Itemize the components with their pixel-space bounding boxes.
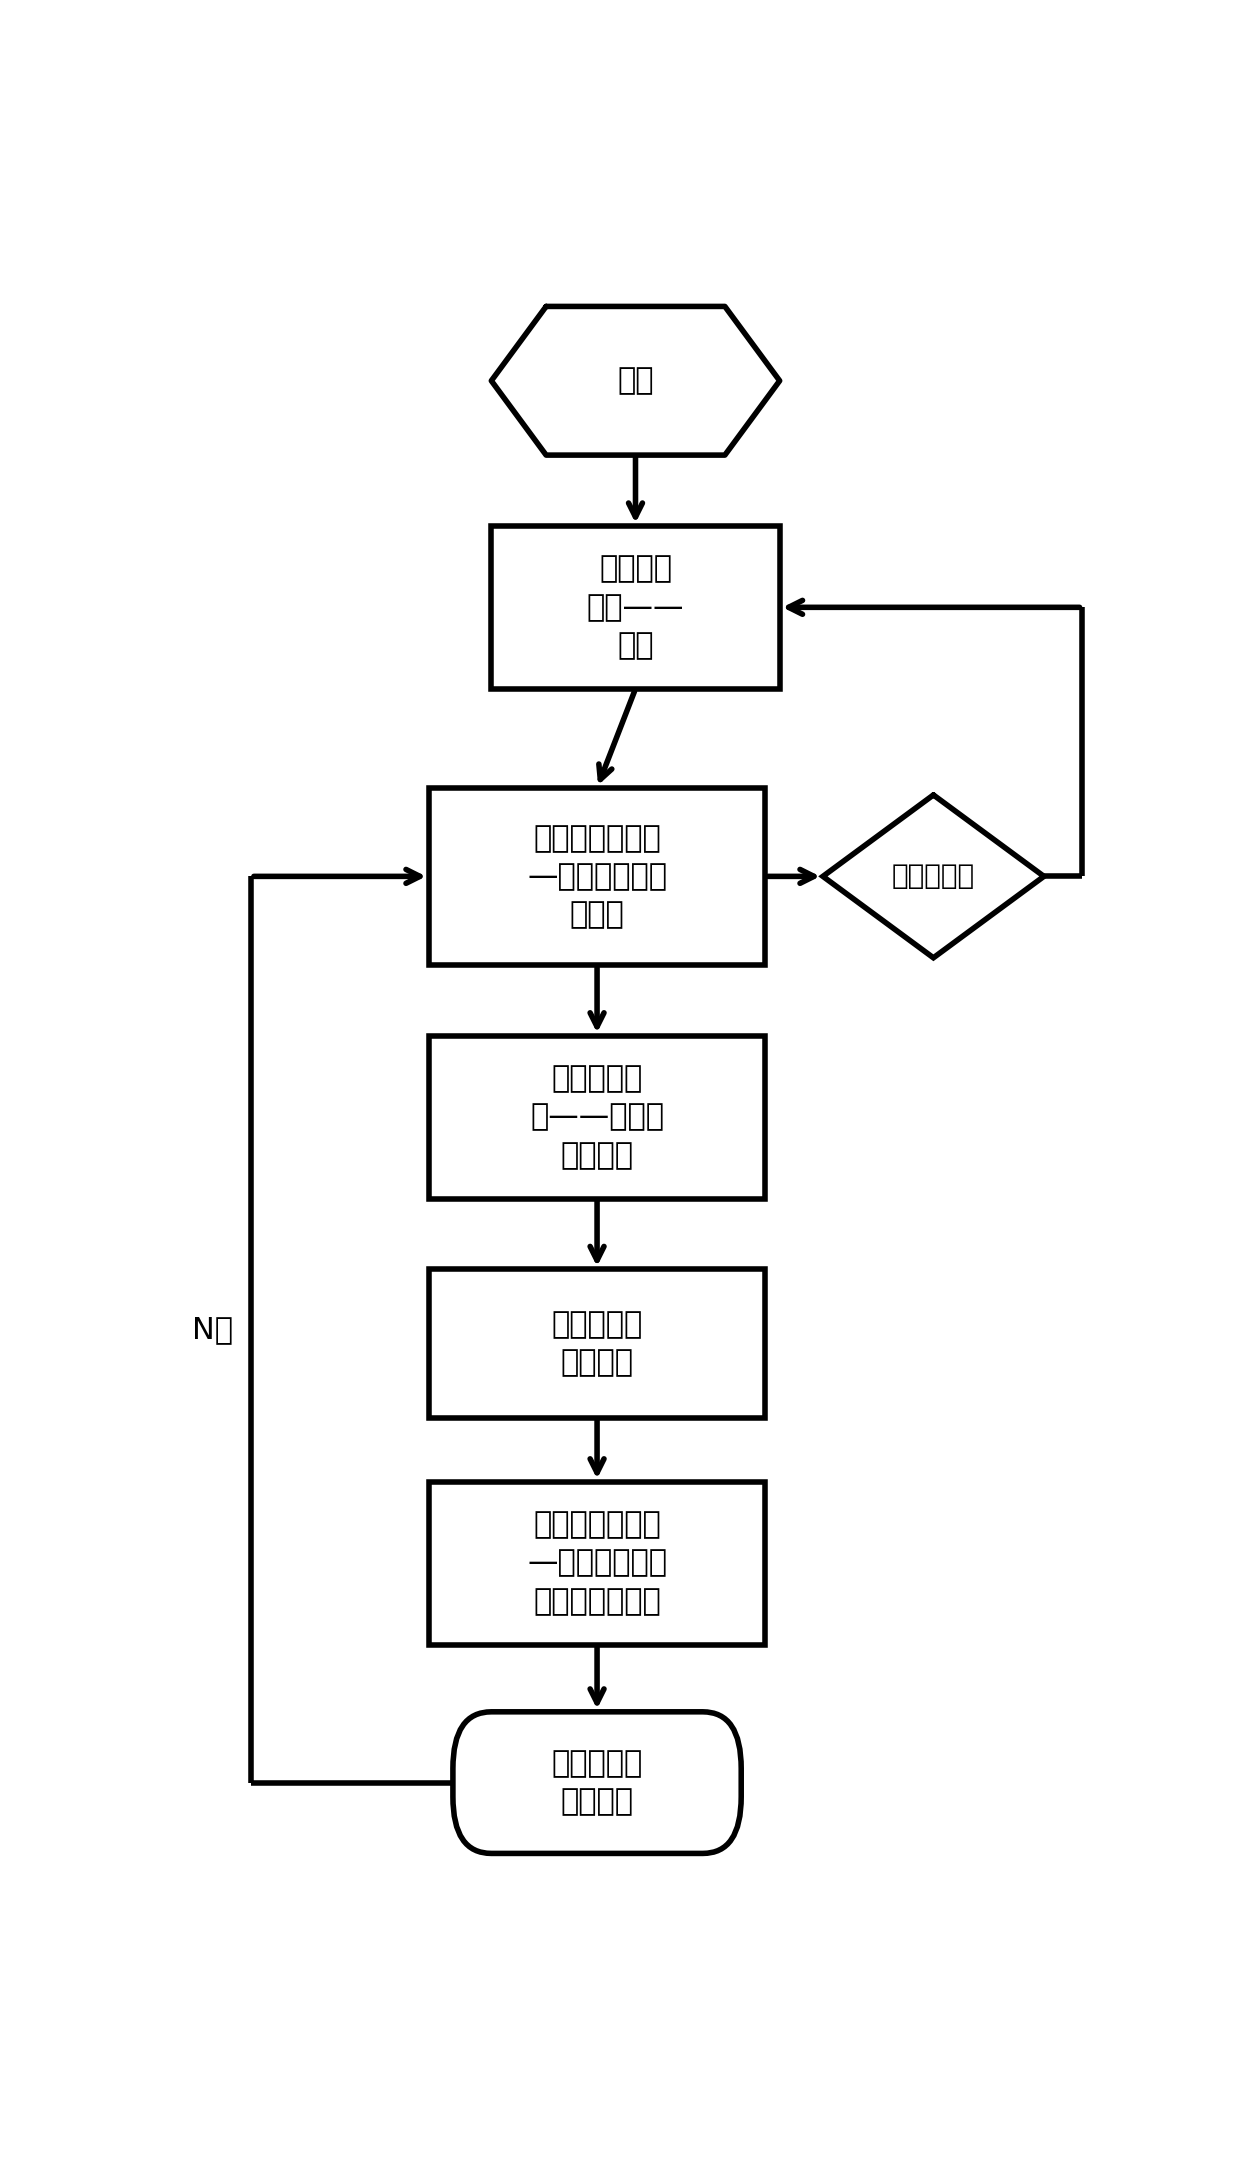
Polygon shape	[823, 794, 1044, 957]
Text: N次: N次	[192, 1315, 233, 1343]
Text: 机械分拣系统一
—运动到物料放
置模块坐标位置: 机械分拣系统一 —运动到物料放 置模块坐标位置	[527, 1510, 667, 1617]
Bar	[429, 788, 765, 966]
FancyBboxPatch shape	[453, 1712, 742, 1853]
Bar	[429, 1035, 765, 1198]
Text: 开始: 开始	[618, 367, 653, 395]
Text: 触发电磁发
（关闭）: 触发电磁发 （关闭）	[552, 1749, 642, 1816]
Text: 上料振动
模块——
振动: 上料振动 模块—— 振动	[587, 556, 684, 660]
Bar	[491, 525, 780, 688]
Polygon shape	[491, 306, 780, 456]
Text: 机械分拣系
统——运动到
坐标位置: 机械分拣系 统——运动到 坐标位置	[529, 1065, 665, 1170]
Text: 图像识别系统一
—拍照计算坐标
并输出: 图像识别系统一 —拍照计算坐标 并输出	[527, 825, 667, 929]
Bar	[429, 1269, 765, 1417]
Text: 触发电磁发
（打开）: 触发电磁发 （打开）	[552, 1311, 642, 1378]
Text: 无坐标输出: 无坐标输出	[892, 861, 975, 890]
Bar	[429, 1482, 765, 1645]
